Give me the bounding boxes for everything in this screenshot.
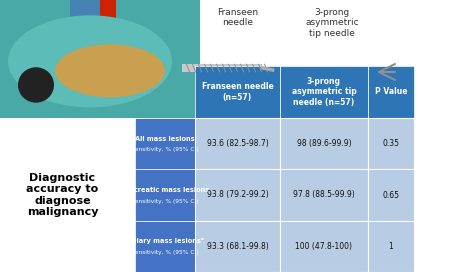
Text: Pancreatic mass lesions: Pancreatic mass lesions: [120, 187, 210, 193]
Ellipse shape: [8, 15, 172, 107]
Text: Sensitivity, % (95% CI): Sensitivity, % (95% CI): [131, 199, 199, 203]
Text: Sensitivity, % (95% CI): Sensitivity, % (95% CI): [131, 250, 199, 255]
Bar: [135, 118, 195, 169]
Text: P Value: P Value: [375, 88, 407, 97]
Text: 93.3 (68.1-99.8): 93.3 (68.1-99.8): [207, 242, 268, 251]
Bar: [182, 64, 263, 72]
Text: Sensitivity, % (95% CI): Sensitivity, % (95% CI): [131, 147, 199, 152]
Bar: [280, 66, 368, 118]
Text: Franseen
needle: Franseen needle: [217, 8, 258, 27]
Text: Franseen needle
(n=57): Franseen needle (n=57): [201, 82, 273, 102]
Text: All mass lesions: All mass lesions: [135, 136, 195, 142]
Text: Diagnostic
accuracy to
diagnose
malignancy: Diagnostic accuracy to diagnose malignan…: [27, 173, 99, 217]
Bar: [368, 221, 414, 272]
Bar: [195, 66, 280, 118]
Bar: [100, 0, 116, 53]
Text: 3-prong
asymmetric
tip needle: 3-prong asymmetric tip needle: [305, 8, 359, 38]
Text: 3-prong
asymmetric tip
needle (n=57): 3-prong asymmetric tip needle (n=57): [292, 77, 356, 107]
Text: 93.8 (79.2-99.2): 93.8 (79.2-99.2): [207, 190, 268, 199]
Bar: [280, 169, 368, 221]
Bar: [368, 66, 414, 118]
Text: Biliary mass lesionsᵃ: Biliary mass lesionsᵃ: [127, 238, 203, 244]
Text: 1: 1: [389, 242, 393, 251]
Bar: [195, 169, 280, 221]
Bar: [368, 169, 414, 221]
Bar: [280, 118, 368, 169]
Text: 100 (47.8-100): 100 (47.8-100): [295, 242, 353, 251]
Bar: [135, 169, 195, 221]
Bar: [135, 221, 195, 272]
Bar: [70, 0, 100, 47]
Bar: [299, 69, 379, 75]
Ellipse shape: [18, 67, 54, 103]
Text: 0.35: 0.35: [383, 139, 400, 148]
Text: 0.65: 0.65: [383, 190, 400, 199]
Text: 97.8 (88.5-99.9): 97.8 (88.5-99.9): [293, 190, 355, 199]
Bar: [195, 118, 280, 169]
Bar: [195, 221, 280, 272]
Bar: [368, 118, 414, 169]
Bar: [280, 221, 368, 272]
Bar: [0, 0, 200, 118]
Ellipse shape: [55, 44, 165, 97]
Text: 98 (89.6-99.9): 98 (89.6-99.9): [297, 139, 351, 148]
Text: 93.6 (82.5-98.7): 93.6 (82.5-98.7): [207, 139, 268, 148]
